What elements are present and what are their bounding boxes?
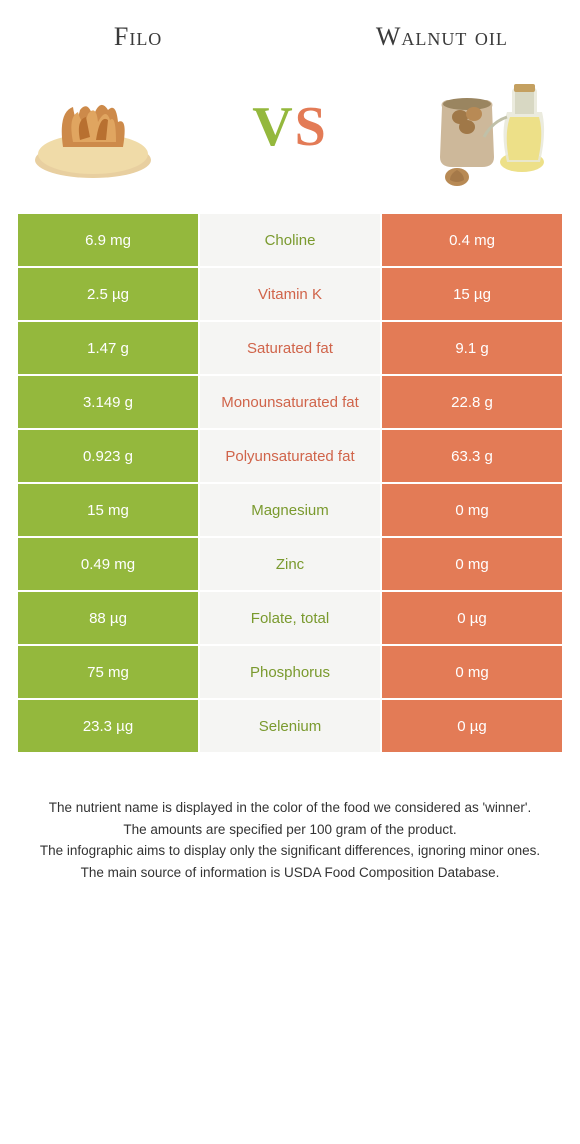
right-value: 22.8 g [380, 376, 562, 430]
left-food-image [18, 62, 168, 192]
left-value: 75 mg [18, 646, 200, 700]
footer-line: The amounts are specified per 100 gram o… [18, 820, 562, 840]
right-value: 0 µg [380, 700, 562, 754]
footer-line: The infographic aims to display only the… [18, 841, 562, 861]
table-row: 0.923 gPolyunsaturated fat63.3 g [18, 430, 562, 484]
left-value: 0.923 g [18, 430, 200, 484]
right-food-title: Walnut oil [304, 22, 580, 52]
table-row: 2.5 µgVitamin K15 µg [18, 268, 562, 322]
left-value: 15 mg [18, 484, 200, 538]
right-value: 0.4 mg [380, 214, 562, 268]
nutrient-label: Zinc [200, 538, 380, 592]
left-food-title: Filo [0, 22, 276, 52]
nutrient-label: Selenium [200, 700, 380, 754]
nutrient-label: Monounsaturated fat [200, 376, 380, 430]
left-value: 0.49 mg [18, 538, 200, 592]
table-row: 88 µgFolate, total0 µg [18, 592, 562, 646]
nutrient-label: Folate, total [200, 592, 380, 646]
nutrient-label: Polyunsaturated fat [200, 430, 380, 484]
footer-notes: The nutrient name is displayed in the co… [0, 798, 580, 882]
left-value: 6.9 mg [18, 214, 200, 268]
left-value: 2.5 µg [18, 268, 200, 322]
left-value: 1.47 g [18, 322, 200, 376]
nutrient-label: Saturated fat [200, 322, 380, 376]
vs-v: V [252, 96, 294, 158]
right-food-image [412, 62, 562, 192]
footer-line: The nutrient name is displayed in the co… [18, 798, 562, 818]
footer-line: The main source of information is USDA F… [18, 863, 562, 883]
vs-s: S [295, 96, 328, 158]
table-row: 15 mgMagnesium0 mg [18, 484, 562, 538]
right-value: 9.1 g [380, 322, 562, 376]
table-row: 0.49 mgZinc0 mg [18, 538, 562, 592]
table-row: 3.149 gMonounsaturated fat22.8 g [18, 376, 562, 430]
nutrient-label: Phosphorus [200, 646, 380, 700]
left-value: 3.149 g [18, 376, 200, 430]
left-value: 23.3 µg [18, 700, 200, 754]
images-row: VS [0, 62, 580, 192]
nutrient-label: Choline [200, 214, 380, 268]
table-row: 1.47 gSaturated fat9.1 g [18, 322, 562, 376]
right-value: 0 mg [380, 538, 562, 592]
nutrient-label: Vitamin K [200, 268, 380, 322]
header: Filo Walnut oil [0, 0, 580, 52]
table-row: 6.9 mgCholine0.4 mg [18, 214, 562, 268]
nutrient-table: 6.9 mgCholine0.4 mg2.5 µgVitamin K15 µg1… [18, 214, 562, 754]
right-value: 0 µg [380, 592, 562, 646]
right-value: 0 mg [380, 646, 562, 700]
nutrient-label: Magnesium [200, 484, 380, 538]
table-row: 75 mgPhosphorus0 mg [18, 646, 562, 700]
vs-label: VS [252, 95, 328, 159]
right-value: 15 µg [380, 268, 562, 322]
table-row: 23.3 µgSelenium0 µg [18, 700, 562, 754]
left-value: 88 µg [18, 592, 200, 646]
right-value: 0 mg [380, 484, 562, 538]
right-value: 63.3 g [380, 430, 562, 484]
